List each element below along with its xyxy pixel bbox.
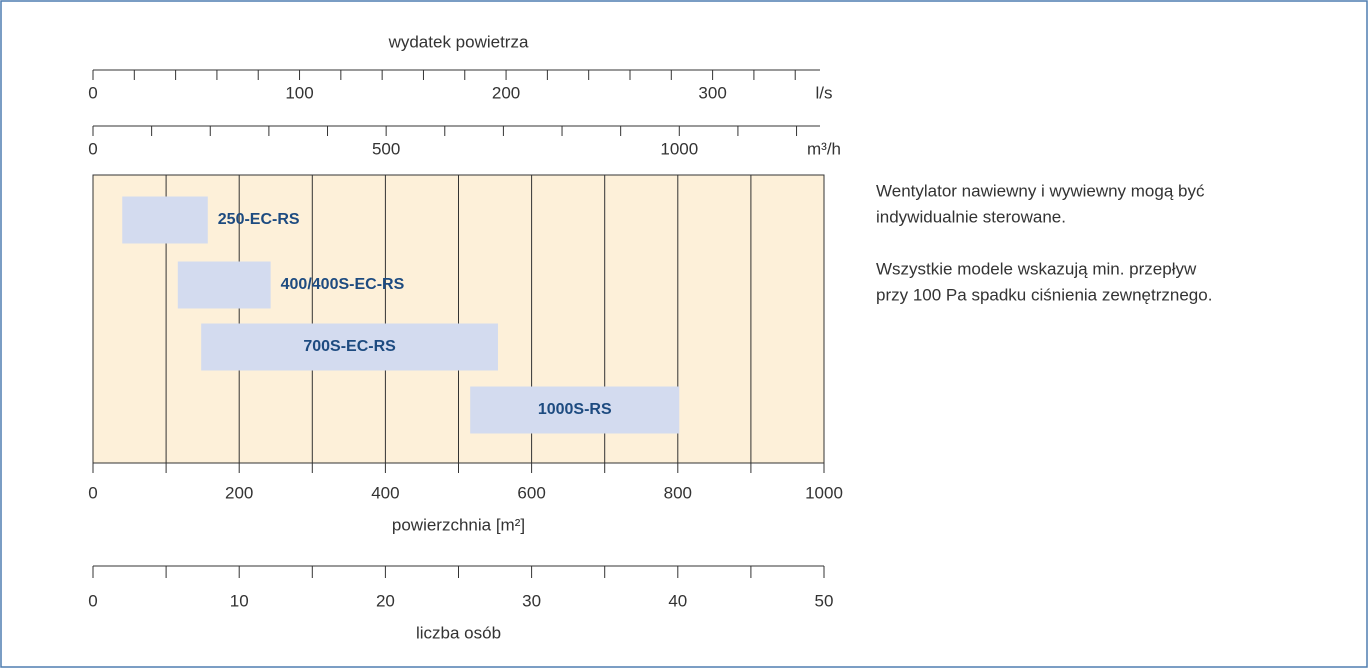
axis-tick-label: 40 [668, 591, 687, 610]
bar-label: 700S-EC-RS [303, 338, 396, 355]
axis-tick-label: 30 [522, 591, 541, 610]
x-axis-title: powierzchnia [m²] [392, 515, 525, 534]
note: indywidualnie sterowane. [876, 207, 1066, 226]
bar-label: 400/400S-EC-RS [281, 276, 405, 293]
note: Wszystkie modele wskazują min. przepływ [876, 259, 1197, 278]
range-bar [122, 196, 208, 244]
range-bar [177, 261, 271, 309]
x-tick-label: 0 [88, 483, 97, 502]
axis-title: wydatek powietrza [388, 32, 529, 51]
x-tick-label: 1000 [805, 483, 843, 502]
axis-tick-label: 100 [285, 83, 313, 102]
axis-unit: l/s [816, 83, 833, 102]
axis-tick-label: 10 [230, 591, 249, 610]
bar-label: 1000S-RS [538, 401, 612, 418]
x-tick-label: 600 [517, 483, 545, 502]
bar-label: 250-EC-RS [218, 211, 300, 228]
x-tick-label: 800 [664, 483, 692, 502]
axis-tick-label: 500 [372, 139, 400, 158]
note: przy 100 Pa spadku ciśnienia zewnętrzneg… [876, 285, 1212, 304]
axis-tick-label: 200 [492, 83, 520, 102]
axis-tick-label: 300 [698, 83, 726, 102]
axis-tick-label: 0 [88, 83, 97, 102]
range-bar [201, 323, 498, 371]
axis-tick-label: 20 [376, 591, 395, 610]
range-bar [470, 386, 680, 434]
x-tick-label: 400 [371, 483, 399, 502]
axis-title: liczba osób [416, 623, 501, 642]
axis-tick-label: 0 [88, 139, 97, 158]
axis-unit: m³/h [807, 139, 841, 158]
axis-tick-label: 50 [815, 591, 834, 610]
note: Wentylator nawiewny i wywiewny mogą być [876, 181, 1205, 200]
x-tick-label: 200 [225, 483, 253, 502]
axis-tick-label: 1000 [660, 139, 698, 158]
axis-tick-label: 0 [88, 591, 97, 610]
